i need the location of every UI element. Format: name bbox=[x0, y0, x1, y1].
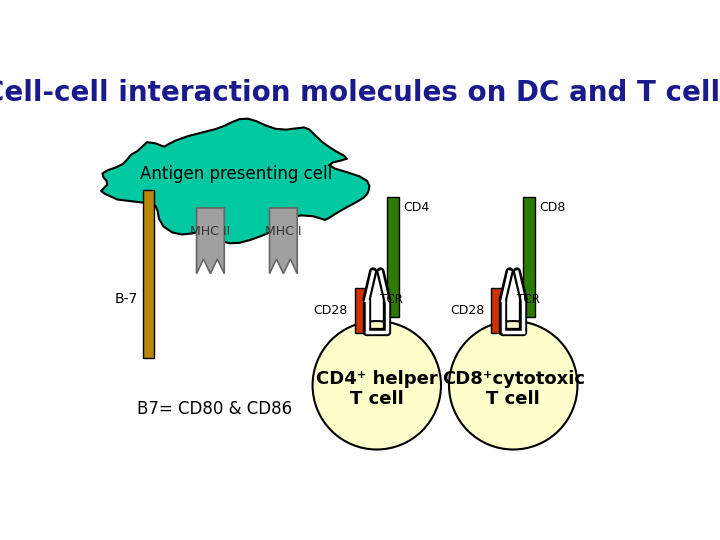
Bar bbox=[523, 197, 535, 318]
Text: MHC I: MHC I bbox=[265, 225, 302, 238]
Text: B-7: B-7 bbox=[115, 292, 138, 306]
Text: CD28: CD28 bbox=[313, 305, 348, 318]
Polygon shape bbox=[102, 119, 369, 244]
Bar bbox=[491, 288, 503, 334]
Circle shape bbox=[449, 321, 577, 449]
Text: B7= CD80 & CD86: B7= CD80 & CD86 bbox=[138, 400, 292, 417]
Bar bbox=[355, 288, 366, 334]
Text: CD4⁺ helper
T cell: CD4⁺ helper T cell bbox=[316, 369, 438, 408]
Text: CD28: CD28 bbox=[450, 305, 484, 318]
Text: CD8⁺cytotoxic
T cell: CD8⁺cytotoxic T cell bbox=[442, 369, 585, 408]
Bar bbox=[143, 190, 154, 357]
Text: CD4: CD4 bbox=[403, 201, 429, 214]
Text: MHC II: MHC II bbox=[190, 225, 230, 238]
Bar bbox=[387, 197, 399, 318]
Text: TCR: TCR bbox=[380, 293, 403, 306]
Text: Cell-cell interaction molecules on DC and T cells: Cell-cell interaction molecules on DC an… bbox=[0, 79, 720, 107]
Polygon shape bbox=[269, 208, 297, 274]
Polygon shape bbox=[197, 208, 224, 274]
Text: CD8: CD8 bbox=[539, 201, 566, 214]
Circle shape bbox=[312, 321, 441, 449]
Text: TCR: TCR bbox=[517, 293, 540, 306]
Text: Antigen presenting cell: Antigen presenting cell bbox=[140, 165, 332, 183]
